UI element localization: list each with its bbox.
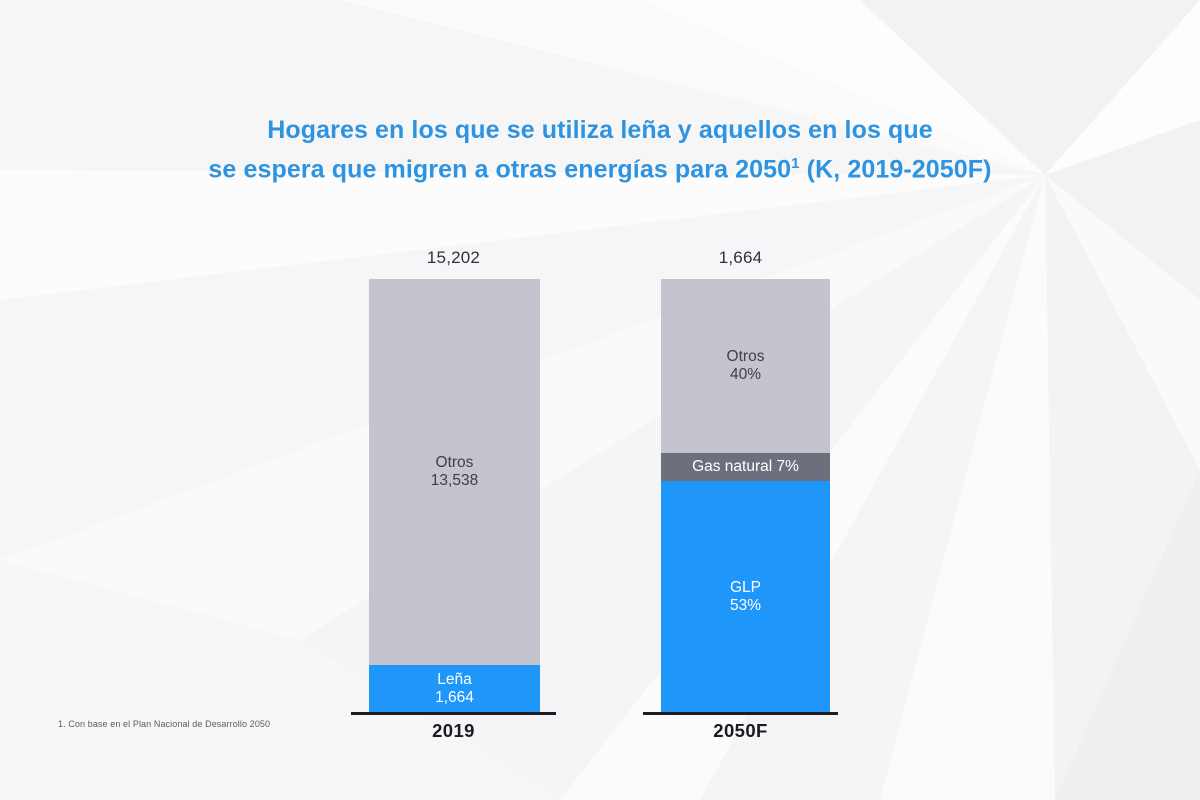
axis-baseline-2050f bbox=[643, 712, 838, 715]
bar-segment-2050f-otros[interactable]: Otros 40% bbox=[661, 279, 830, 453]
bar-segment-2019-lena[interactable]: Leña 1,664 bbox=[369, 665, 540, 712]
category-label-2050f: 2050F bbox=[713, 720, 768, 741]
bar-2019[interactable]: Otros 13,538 Leña 1,664 bbox=[369, 279, 540, 712]
chart-title: Hogares en los que se utiliza leña y aqu… bbox=[0, 113, 1200, 186]
bar-segment-label-2050f-otros: Otros 40% bbox=[726, 348, 765, 383]
bar-segment-label-2019-otros: Otros 13,538 bbox=[430, 454, 479, 489]
bar-total-label-2050f: 1,664 bbox=[718, 248, 763, 267]
bar-total-label-2019: 15,202 bbox=[426, 248, 481, 267]
footnote-text: 1. Con base en el Plan Nacional de Desar… bbox=[58, 719, 271, 729]
chart-title-footnote-marker: 1 bbox=[791, 155, 800, 172]
bar-2050f[interactable]: Otros 40% Gas natural 7% GLP 53% bbox=[661, 279, 830, 712]
bar-segment-label-2050f-gas-natural: Gas natural 7% bbox=[692, 458, 799, 475]
category-label-2019: 2019 bbox=[432, 720, 475, 741]
bar-segment-2050f-gas-natural[interactable]: Gas natural 7% bbox=[661, 453, 830, 481]
bar-segment-label-2019-lena: Leña 1,664 bbox=[435, 670, 474, 706]
chart-title-line-2: se espera que migren a otras energías pa… bbox=[0, 147, 1200, 186]
chart-title-line-2-suffix: (K, 2019-2050F) bbox=[799, 155, 992, 184]
chart-title-line-1: Hogares en los que se utiliza leña y aqu… bbox=[267, 116, 933, 144]
bar-segment-2050f-glp[interactable]: GLP 53% bbox=[661, 481, 830, 712]
chart-title-line-2-text: se espera que migren a otras energías pa… bbox=[208, 155, 792, 184]
axis-baseline-2019 bbox=[351, 712, 556, 715]
bar-segment-label-2050f-glp: GLP 53% bbox=[729, 578, 762, 614]
bar-segment-2019-otros[interactable]: Otros 13,538 bbox=[369, 279, 540, 665]
